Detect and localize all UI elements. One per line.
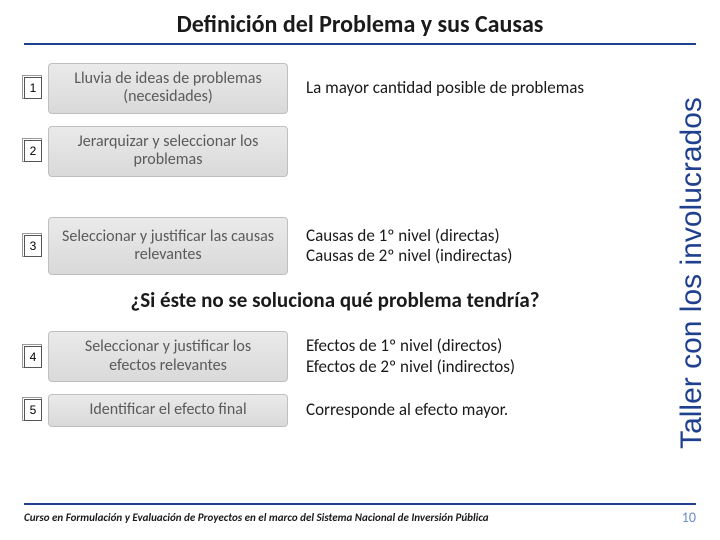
- step-description: Causas de 1º nivel (directas) Causas de …: [306, 226, 646, 267]
- step-number-badge: 4: [24, 346, 42, 368]
- step-box: Lluvia de ideas de problemas (necesidade…: [48, 63, 288, 114]
- footer-row: Curso en Formulación y Evaluación de Pro…: [24, 509, 696, 526]
- step-number-badge: 2: [24, 140, 42, 162]
- slide-title: Definición del Problema y sus Causas: [24, 10, 696, 39]
- slide: Definición del Problema y sus Causas 1 L…: [0, 0, 720, 540]
- footer-line: [24, 503, 696, 505]
- step-number-badge: 5: [24, 399, 42, 421]
- sidebar-label: Taller con los involucrados: [675, 97, 709, 449]
- step-description: La mayor cantidad posible de problemas: [306, 78, 646, 98]
- step-number-badge: 1: [24, 77, 42, 99]
- footer: Curso en Formulación y Evaluación de Pro…: [24, 503, 696, 526]
- step-description: Efectos de 1º nivel (directos) Efectos d…: [306, 336, 646, 377]
- question-text: ¿Si éste no se soluciona qué problema te…: [24, 287, 646, 313]
- step-box: Jerarquizar y seleccionar los problemas: [48, 126, 288, 177]
- step-row: 4 Seleccionar y justificar los efectos r…: [24, 331, 646, 382]
- sidebar-vertical-text: Taller con los involucrados: [672, 50, 712, 496]
- step-row: 1 Lluvia de ideas de problemas (necesida…: [24, 63, 646, 114]
- step-description: Corresponde al efecto mayor.: [306, 400, 646, 420]
- content-area: 1 Lluvia de ideas de problemas (necesida…: [24, 63, 696, 427]
- title-underline: [24, 43, 696, 45]
- step-row: 3 Seleccionar y justificar las causas re…: [24, 217, 646, 276]
- step-box: Seleccionar y justificar las causas rele…: [48, 217, 288, 276]
- step-row: 2 Jerarquizar y seleccionar los problema…: [24, 126, 646, 177]
- step-box: Seleccionar y justificar los efectos rel…: [48, 331, 288, 382]
- page-number: 10: [682, 509, 696, 526]
- step-number-badge: 3: [24, 235, 42, 257]
- step-box: Identificar el efecto final: [48, 394, 288, 426]
- footer-text: Curso en Formulación y Evaluación de Pro…: [24, 511, 489, 524]
- step-row: 5 Identificar el efecto final Correspond…: [24, 394, 646, 426]
